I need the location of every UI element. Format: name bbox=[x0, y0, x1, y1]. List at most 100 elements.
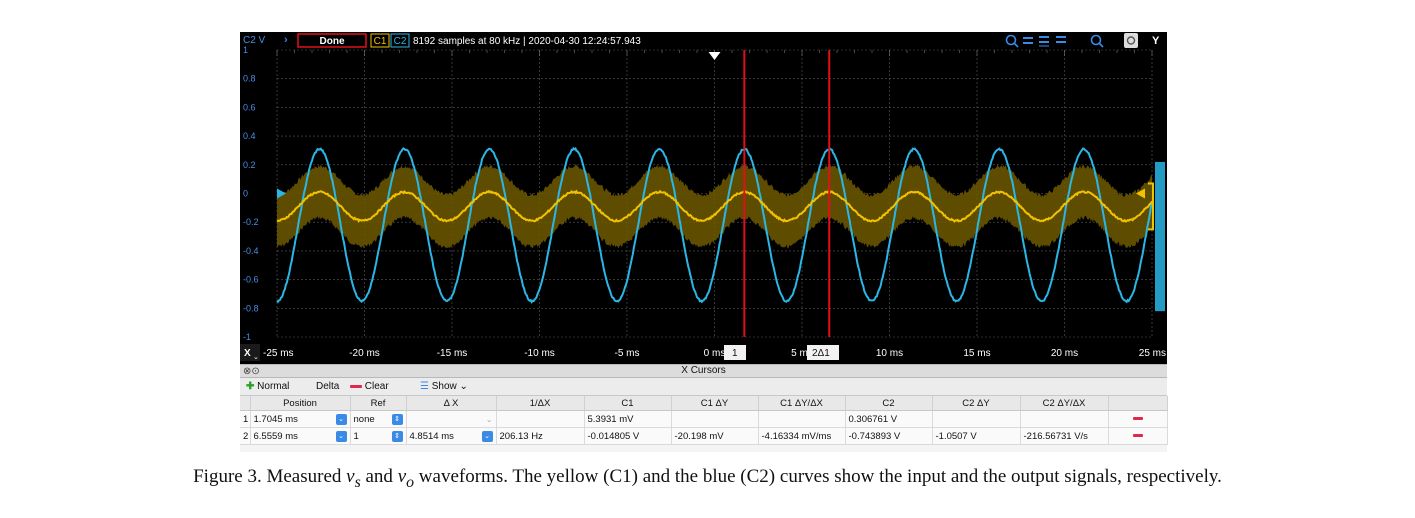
col-header-c2-slope[interactable]: C2 ΔY/ΔX bbox=[1020, 396, 1109, 411]
x-tick-label: -10 ms bbox=[524, 348, 555, 359]
dx-input[interactable]: ⌄ bbox=[406, 410, 497, 428]
c2-range-bar bbox=[1155, 161, 1165, 312]
delta-label: Delta bbox=[316, 381, 340, 392]
col-header-c2[interactable]: C2 bbox=[845, 396, 933, 411]
dx-value: 4.8514 ms bbox=[409, 430, 454, 442]
oscilloscope-plot[interactable]: C2 V › Done C1 C2 8192 samples at 80 kHz… bbox=[240, 32, 1167, 342]
x-tick-label: 25 ms bbox=[1139, 348, 1166, 359]
col-header-position[interactable]: Position bbox=[250, 396, 351, 411]
done-button[interactable]: Done bbox=[297, 33, 367, 48]
row-index: 1 bbox=[240, 410, 251, 428]
show-label: Show bbox=[431, 381, 457, 392]
col-header-dx[interactable]: Δ X bbox=[406, 396, 497, 411]
c1-offset-marker-icon bbox=[1136, 188, 1145, 199]
x-tick-label: 10 ms bbox=[876, 348, 903, 359]
c2-slope-cell: -216.56731 V/s bbox=[1020, 427, 1109, 445]
c1-dy-cell: -20.198 mV bbox=[671, 427, 759, 445]
cursor2-handle[interactable]: 2Δ1 bbox=[807, 345, 839, 360]
c1-tab-label: C1 bbox=[374, 36, 387, 47]
x-tick-label: -5 ms bbox=[615, 348, 640, 359]
c1-slope-cell: -4.16334 mV/ms bbox=[758, 427, 846, 445]
x-axis: X ⌄ -25 ms -20 ms -15 ms -10 ms -5 ms 0 ms 5 m… bbox=[240, 342, 1167, 364]
cursor1-handle[interactable]: 1 bbox=[724, 345, 746, 360]
ref-select[interactable]: none ⇕ bbox=[350, 410, 407, 428]
x-menu-label: X bbox=[244, 348, 251, 359]
done-label: Done bbox=[320, 36, 345, 47]
zoom-out-icon[interactable] bbox=[1090, 34, 1104, 48]
position-value: 6.5559 ms bbox=[253, 430, 298, 442]
c1-range-bracket bbox=[1148, 182, 1154, 231]
position-input[interactable]: 6.5559 ms ⌄ bbox=[250, 427, 351, 445]
normal-label: Normal bbox=[257, 381, 290, 392]
col-header-index bbox=[240, 396, 251, 411]
acquisition-info: 8192 samples at 80 kHz | 2020-04-30 12:2… bbox=[413, 36, 641, 47]
autoscale-icon[interactable] bbox=[1023, 37, 1033, 44]
caption-prefix: Figure 3. Measured bbox=[193, 466, 347, 487]
clear-button[interactable]: Clear bbox=[350, 381, 389, 392]
remove-cursor-button[interactable] bbox=[1108, 410, 1168, 428]
scale-icon[interactable] bbox=[1039, 36, 1049, 47]
col-header-inv-dx[interactable]: 1/ΔX bbox=[496, 396, 585, 411]
zoom-in-icon[interactable] bbox=[1005, 34, 1019, 48]
c1-band bbox=[277, 164, 1152, 249]
chevron-right-icon[interactable]: › bbox=[284, 34, 288, 46]
close-icon[interactable]: ⊗⊙ bbox=[243, 366, 260, 377]
c2-dy-cell bbox=[932, 410, 1021, 428]
stepper-icon[interactable]: ⇕ bbox=[391, 413, 403, 425]
chevron-down-icon[interactable]: ⌄ bbox=[481, 430, 493, 442]
col-header-actions bbox=[1108, 396, 1168, 411]
ref-select[interactable]: 1 ⇕ bbox=[350, 427, 407, 445]
x-tick-label: -25 ms bbox=[263, 348, 294, 359]
delta-button[interactable]: Delta bbox=[316, 381, 339, 392]
row-index: 2 bbox=[240, 427, 251, 445]
ref-value: none bbox=[353, 413, 375, 425]
x-axis-ticks: -25 ms -20 ms -15 ms -10 ms -5 ms 0 ms 5 ms 10 … bbox=[263, 348, 1166, 359]
remove-icon bbox=[1132, 434, 1143, 438]
col-header-c1[interactable]: C1 bbox=[584, 396, 672, 411]
tab-c1[interactable]: C1 bbox=[370, 33, 390, 48]
settings-icon[interactable] bbox=[1124, 33, 1138, 48]
caption-suffix: waveforms. The yellow (C1) and the blue … bbox=[414, 466, 1222, 487]
cursor-lines[interactable] bbox=[743, 50, 831, 337]
series-lines bbox=[276, 146, 1153, 304]
c2-dy-cell: -1.0507 V bbox=[932, 427, 1021, 445]
chevron-down-icon[interactable]: ⌄ bbox=[485, 414, 493, 424]
y-tick-label: 0.4 bbox=[243, 131, 256, 141]
c2-tab-label: C2 bbox=[394, 36, 407, 47]
add-icon: ✚ bbox=[246, 381, 255, 392]
y-tick-label: 0.2 bbox=[243, 160, 256, 170]
x-menu-button[interactable]: X ⌄ bbox=[240, 344, 260, 361]
col-header-c1-dy[interactable]: C1 ΔY bbox=[671, 396, 759, 411]
c1-cell: 5.3931 mV bbox=[584, 410, 672, 428]
figure-caption: Figure 3. Measured vs and vo waveforms. … bbox=[0, 466, 1415, 492]
col-header-c2-dy[interactable]: C2 ΔY bbox=[932, 396, 1021, 411]
y-tick-label: -0.6 bbox=[243, 275, 259, 285]
dx-input[interactable]: 4.8514 ms ⌄ bbox=[406, 427, 497, 445]
normal-button[interactable]: ✚ Normal bbox=[246, 381, 289, 392]
stack-icon[interactable] bbox=[1056, 36, 1066, 43]
position-value: 1.7045 ms bbox=[253, 413, 298, 425]
x-tick-label: 0 ms bbox=[704, 348, 726, 359]
chevron-down-icon[interactable]: ⌄ bbox=[335, 430, 347, 442]
c2-cell: 0.306761 V bbox=[845, 410, 933, 428]
c1-dy-cell bbox=[671, 410, 759, 428]
col-header-ref[interactable]: Ref bbox=[350, 396, 407, 411]
table-header-row: Position Ref Δ X 1/ΔX C1 C1 ΔY C1 ΔY/ΔX … bbox=[240, 396, 1168, 411]
col-header-c1-slope[interactable]: C1 ΔY/ΔX bbox=[758, 396, 846, 411]
position-input[interactable]: 1.7045 ms ⌄ bbox=[250, 410, 351, 428]
x-tick-label: -15 ms bbox=[437, 348, 468, 359]
caret-down-icon: ⌄ bbox=[253, 354, 259, 361]
chevron-down-icon[interactable]: ⌄ bbox=[335, 413, 347, 425]
tab-c2[interactable]: C2 bbox=[390, 33, 410, 48]
cursor1-handle-label: 1 bbox=[732, 348, 738, 359]
caption-vo: v bbox=[397, 466, 407, 487]
y-tick-label: 0 bbox=[243, 189, 248, 199]
c2-offset-marker-icon bbox=[277, 188, 286, 199]
y-menu-label[interactable]: Y bbox=[1152, 35, 1160, 47]
table-row: 1 1.7045 ms ⌄ none ⇕ ⌄ 5.3931 mV 0.306761 … bbox=[240, 410, 1168, 428]
ref-value: 1 bbox=[353, 430, 359, 442]
remove-cursor-button[interactable] bbox=[1108, 427, 1168, 445]
y-tick-label: -1 bbox=[243, 332, 251, 342]
stepper-icon[interactable]: ⇕ bbox=[391, 430, 403, 442]
show-button[interactable]: ☰ Show ⌄ bbox=[420, 381, 468, 392]
